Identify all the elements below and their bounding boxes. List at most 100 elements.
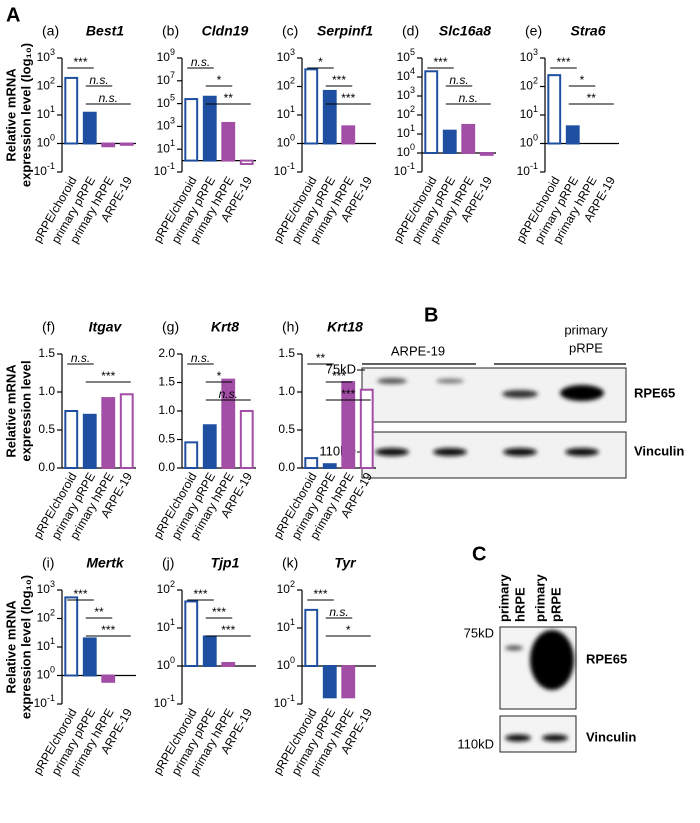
- y-tick-label: 0.0: [38, 460, 55, 474]
- y-tick-label: 101: [37, 636, 55, 653]
- chart-title: Tjp1: [211, 555, 240, 571]
- marker-label: 110kD: [457, 736, 494, 751]
- significance-label: n.s.: [191, 351, 210, 365]
- bar: [119, 393, 134, 469]
- y-axis-label: Relative mRNA: [3, 68, 18, 162]
- protein-label: RPE65: [634, 385, 675, 400]
- band: [530, 630, 574, 690]
- lane-label: pRPE: [548, 587, 563, 622]
- significance-label: n.s.: [329, 605, 348, 619]
- y-tick-label: 102: [277, 76, 295, 93]
- y-tick-label: 102: [157, 579, 175, 596]
- significance-label: **: [224, 91, 234, 105]
- protein-label: Vinculin: [634, 443, 684, 458]
- band: [565, 448, 599, 456]
- bar: [101, 142, 116, 148]
- y-tick-label: 109: [157, 47, 175, 64]
- bar: [359, 388, 374, 469]
- blot-group: primary: [564, 322, 608, 337]
- blot-group: pRPE: [569, 340, 603, 355]
- figure-label: A: [6, 4, 20, 26]
- y-tick-label: 101: [277, 617, 295, 634]
- y-tick-label: 101: [277, 104, 295, 121]
- chart-panel: (e) Stra610-1100101102103pRPE/choroidprim…: [513, 23, 619, 246]
- bar: [221, 661, 236, 667]
- significance-label: n.s.: [459, 91, 478, 105]
- bar: [322, 463, 337, 470]
- y-tick-label: 102: [277, 579, 295, 596]
- bar: [64, 410, 79, 469]
- significance-label: *: [580, 73, 585, 87]
- y-tick-label: 103: [277, 47, 295, 64]
- y-tick-label: 0.5: [158, 432, 175, 446]
- y-tick-label: 10-1: [154, 693, 175, 710]
- significance-label: *: [346, 623, 351, 637]
- y-tick-label: 102: [37, 608, 55, 625]
- significance-label: n.s.: [89, 73, 108, 87]
- y-axis-label: expression level: [18, 360, 33, 461]
- band: [433, 448, 467, 456]
- bar: [202, 424, 217, 469]
- chart-title: Mertk: [86, 555, 125, 571]
- bar: [221, 378, 236, 469]
- significance-label: n.s.: [219, 387, 238, 401]
- bar: [461, 123, 476, 154]
- panel-label: (i): [42, 555, 54, 571]
- y-tick-label: 105: [397, 47, 415, 64]
- y-tick-label: 10-1: [274, 693, 295, 710]
- significance-label: ***: [433, 55, 447, 69]
- bar: [341, 665, 356, 699]
- y-tick-label: 2.0: [158, 346, 175, 360]
- y-tick-label: 10-1: [394, 161, 415, 178]
- band: [436, 378, 464, 384]
- marker-label: 75kD: [326, 361, 356, 376]
- y-tick-label: 0.5: [278, 422, 295, 436]
- chart-panel: (b) Cldn1910-1101103105107109pRPE/choroid…: [150, 23, 256, 246]
- y-tick-label: 107: [157, 70, 175, 87]
- y-tick-label: 10-1: [34, 161, 55, 178]
- chart-title: Krt18: [327, 319, 363, 335]
- panel-label: (h): [282, 319, 299, 335]
- y-tick-label: 0.5: [38, 422, 55, 436]
- significance-label: ***: [101, 369, 115, 383]
- significance-label: ***: [341, 91, 355, 105]
- bar: [565, 125, 580, 145]
- bar: [479, 152, 494, 156]
- figure-label: C: [472, 543, 486, 565]
- band: [375, 448, 409, 456]
- y-tick-label: 10-1: [274, 161, 295, 178]
- y-tick-label: 1.0: [158, 403, 175, 417]
- chart-title: Cldn19: [202, 23, 249, 39]
- significance-label: ***: [556, 55, 570, 69]
- figure-label: B: [424, 304, 438, 326]
- chart-title: Slc16a8: [439, 23, 491, 39]
- y-tick-label: 100: [37, 133, 55, 150]
- y-axis-label: expression level (log₁₀): [18, 43, 33, 187]
- y-tick-label: 100: [277, 655, 295, 672]
- significance-label: ***: [332, 73, 346, 87]
- significance-label: **: [94, 605, 104, 619]
- lane-label: primary: [496, 574, 511, 622]
- y-tick-label: 103: [157, 116, 175, 133]
- bar: [239, 410, 254, 469]
- marker-label: 75kD: [464, 625, 494, 640]
- significance-label: ***: [341, 387, 355, 401]
- chart-panel: (f) Itgav Relative mRNA expression level 0.0…: [3, 319, 136, 542]
- y-tick-label: 1.5: [278, 346, 295, 360]
- protein-label: RPE65: [586, 651, 627, 666]
- y-tick-label: 102: [37, 76, 55, 93]
- panel-label: (k): [282, 555, 298, 571]
- chart-title: Krt8: [211, 319, 239, 335]
- significance-label: ***: [332, 369, 346, 383]
- significance-label: *: [217, 369, 222, 383]
- band: [503, 448, 537, 456]
- band: [542, 734, 568, 742]
- chart-panel: (c) Serpinf110-1100101102103pRPE/choroidp…: [270, 23, 376, 246]
- significance-label: ***: [193, 587, 207, 601]
- significance-label: ***: [73, 55, 87, 69]
- panel-label: (f): [42, 319, 55, 335]
- chart-panel: (i) Mertk Relative mRNA expression level (l…: [3, 555, 136, 778]
- y-tick-label: 100: [520, 133, 538, 150]
